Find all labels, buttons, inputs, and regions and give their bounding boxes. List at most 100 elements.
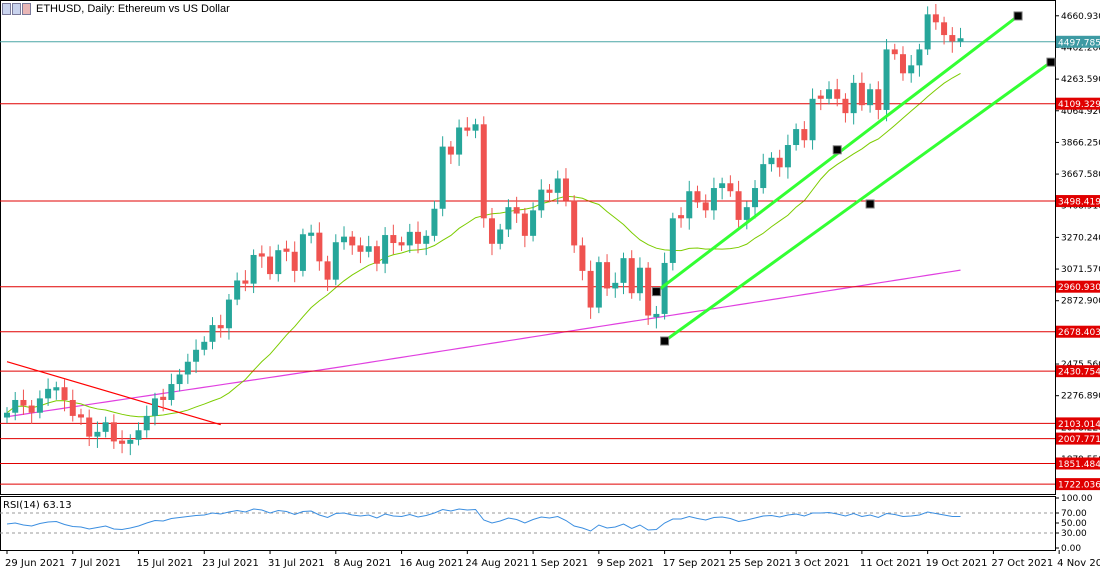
- candle-bull: [793, 129, 800, 146]
- candle-bull: [850, 82, 857, 114]
- candle-bear: [316, 232, 323, 262]
- candle-bear: [61, 387, 68, 400]
- y-tick-label: 3667.580: [1061, 170, 1100, 180]
- candle-bull: [472, 124, 479, 131]
- candle-bear: [694, 191, 701, 203]
- candle-bull: [250, 254, 257, 284]
- candle-bull: [36, 398, 43, 413]
- rsi-tick-label: 30.00: [1061, 529, 1087, 539]
- candle-bull: [530, 210, 537, 236]
- candle-bear: [283, 248, 290, 252]
- candle-bull: [595, 262, 602, 308]
- candle-bull: [12, 399, 19, 413]
- candle-bull: [686, 191, 693, 219]
- level-badge-bg: [1056, 280, 1100, 293]
- candle-bear: [875, 89, 882, 110]
- channel-anchor-point: [865, 199, 875, 209]
- rsi-tick-label: 70.00: [1061, 509, 1087, 519]
- channel-anchor-point: [1046, 57, 1056, 67]
- candle-bear: [579, 245, 586, 271]
- candle-bear: [513, 207, 520, 214]
- candle-bull: [752, 188, 759, 208]
- candle-bull: [538, 189, 545, 211]
- rsi-tick-label: 50.00: [1061, 519, 1087, 529]
- candle-bear: [678, 215, 685, 219]
- y-tick-label: 4263.590: [1061, 75, 1100, 85]
- level-badge-bg: [1056, 97, 1100, 110]
- x-tick-label: 19 Oct 2021: [926, 558, 988, 569]
- candle-bear: [119, 440, 126, 444]
- channel-anchor-point: [1013, 11, 1023, 21]
- candle-bear: [357, 245, 364, 252]
- candle-bear: [447, 146, 454, 155]
- candle-bull: [143, 415, 150, 431]
- candle-bull: [201, 341, 208, 350]
- candle-bull: [439, 146, 446, 209]
- candle-bull: [505, 207, 512, 230]
- rsi-label: RSI(14) 63.13: [3, 500, 72, 511]
- channel-anchor-point: [660, 336, 670, 346]
- candle-bull: [45, 388, 52, 399]
- candle-bull: [957, 38, 964, 42]
- chart-title-bar: ETHUSD, Daily: Ethereum vs US Dollar: [2, 2, 230, 16]
- candle-bear: [464, 127, 471, 131]
- candle-bull: [168, 384, 175, 400]
- level-badge-bg: [1056, 417, 1100, 430]
- candle-bull: [768, 157, 775, 165]
- candle-bear: [776, 157, 783, 168]
- candle-bull: [554, 178, 561, 193]
- candle-bull: [719, 183, 726, 189]
- candle-bear: [891, 49, 898, 55]
- x-tick-label: 11 Oct 2021: [860, 558, 922, 569]
- candle-bull: [423, 235, 430, 244]
- y-tick-label: 4660.930: [1061, 12, 1100, 22]
- candle-bull: [653, 313, 660, 318]
- candle-bear: [834, 89, 841, 99]
- candle-bull: [308, 232, 315, 236]
- y-tick-label: 2872.900: [1061, 297, 1100, 307]
- candle-bull: [760, 164, 767, 189]
- candle-bear: [949, 35, 956, 42]
- candle-bull: [809, 98, 816, 141]
- candle-bull: [176, 374, 183, 385]
- candle-bear: [390, 235, 397, 244]
- candle-bear: [604, 262, 611, 289]
- candle-bull: [53, 387, 60, 391]
- candle-bull: [94, 431, 101, 437]
- candle-bear: [258, 253, 265, 257]
- candle-bear: [291, 251, 298, 271]
- level-badge-bg: [1056, 325, 1100, 338]
- candle-bull: [275, 250, 282, 275]
- candle-bull: [784, 145, 791, 168]
- candle-bull: [299, 234, 306, 271]
- channel-anchor-point: [651, 287, 661, 297]
- y-tick-label: 2475.560: [1061, 360, 1100, 370]
- candle-bear: [941, 22, 948, 36]
- candle-bull: [193, 349, 200, 362]
- level-badge: 2678.403: [1058, 328, 1100, 338]
- candle-bear: [110, 422, 117, 442]
- level-badge-bg: [1056, 432, 1100, 445]
- x-tick-label: 29 Jun 2021: [5, 558, 65, 569]
- candle-bear: [932, 14, 939, 23]
- x-tick-label: 8 Aug 2021: [334, 558, 392, 569]
- candle-bear: [217, 325, 224, 329]
- y-tick-label: 4462.260: [1061, 43, 1100, 53]
- level-badge: 2430.754: [1058, 368, 1100, 378]
- rsi-tick-label: 0.00: [1061, 544, 1081, 554]
- y-tick-label: 3270.240: [1061, 233, 1100, 243]
- candle-bear: [488, 218, 495, 244]
- candle-bull: [497, 229, 504, 244]
- current-price-badge-bg: [1056, 35, 1100, 48]
- candle-bull: [135, 430, 142, 440]
- candle-bear: [20, 399, 27, 406]
- candle-bull: [612, 282, 619, 289]
- candle-bear: [727, 183, 734, 192]
- candle-bull: [127, 439, 134, 444]
- x-tick-label: 24 Aug 2021: [465, 558, 529, 569]
- candle-bull: [234, 280, 241, 300]
- x-tick-label: 31 Jul 2021: [268, 558, 325, 569]
- candle-bear: [398, 242, 405, 246]
- x-tick-label: 25 Sep 2021: [728, 558, 791, 569]
